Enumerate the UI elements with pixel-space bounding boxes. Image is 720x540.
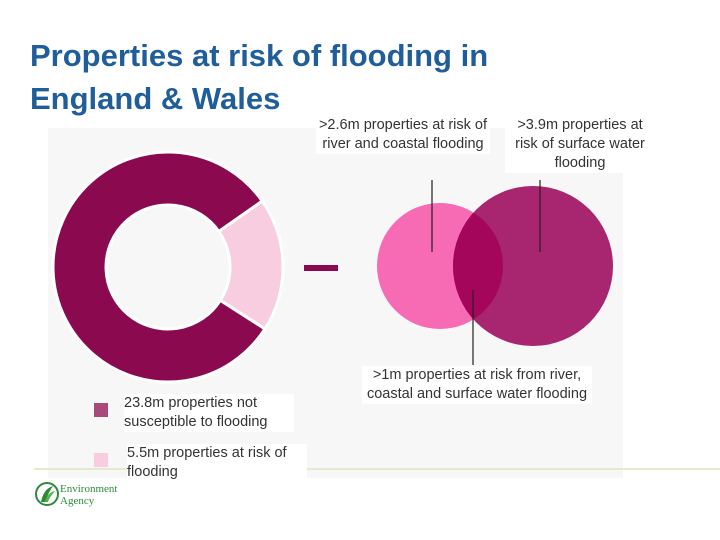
logo-wordmark: Environment Agency	[60, 483, 117, 507]
logo-line-2: Agency	[60, 495, 95, 507]
venn-label-river-coastal: >2.6m properties at risk of river and co…	[316, 116, 490, 154]
venn-circle-surface-water	[453, 186, 613, 346]
legend-swatch-at-risk	[94, 453, 108, 467]
donut-chart	[51, 150, 285, 384]
connector-dash	[304, 265, 338, 271]
legend-label-at-risk: 5.5m properties at risk of flooding	[127, 444, 307, 482]
venn-label-overlap: >1m properties at risk from river, coast…	[362, 366, 592, 404]
venn-label-surface-water: >3.9m properties at risk of surface wate…	[505, 116, 655, 173]
environment-agency-logo	[35, 482, 59, 506]
venn-diagram	[377, 186, 613, 346]
legend-label-not-susceptible: 23.8m properties not susceptible to floo…	[124, 394, 294, 432]
callout-lines	[431, 180, 541, 365]
legend-swatch-not-susceptible	[94, 403, 108, 417]
donut-slice-not-susceptible	[51, 150, 267, 384]
page-title: Properties at risk of flooding in Englan…	[30, 38, 489, 116]
logo-line-1: Environment	[60, 483, 118, 495]
footer-divider	[34, 468, 720, 470]
